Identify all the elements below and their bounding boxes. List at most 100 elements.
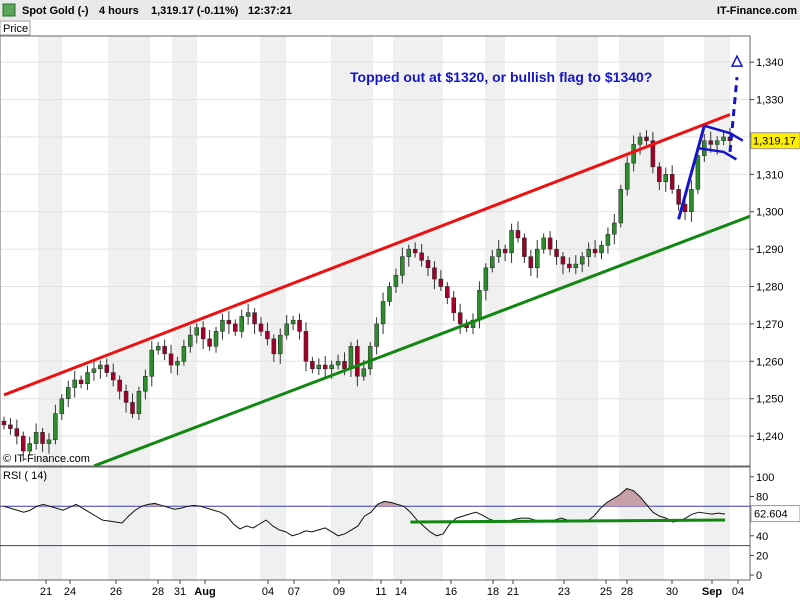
price-tick-label: 1,310 <box>756 169 784 181</box>
candle <box>483 267 489 291</box>
grid-band <box>485 467 505 580</box>
price-panel-tab[interactable] <box>0 20 31 36</box>
grid-band <box>619 467 664 580</box>
time-tick-label: 07 <box>288 586 300 598</box>
candle <box>502 248 508 254</box>
rsi-tick-label: 80 <box>756 491 768 503</box>
candle <box>689 189 694 212</box>
rsi-line-layer <box>0 488 750 547</box>
flag-lower <box>697 146 738 161</box>
rsi-tick-label: 40 <box>756 531 768 543</box>
time-tick-label: Aug <box>194 586 215 598</box>
grid-band <box>38 36 62 466</box>
candle <box>522 237 527 257</box>
candle <box>21 435 26 452</box>
time-tick-label: 26 <box>110 586 122 598</box>
time-tick-label: 30 <box>666 586 678 598</box>
candle <box>393 275 399 287</box>
candle <box>367 346 373 370</box>
candle <box>586 248 591 257</box>
price-tick-label: 1,260 <box>756 356 784 368</box>
candle <box>65 387 71 399</box>
rsi-support-line <box>410 518 726 524</box>
candle <box>573 263 579 269</box>
price-axis: 1,240 1,250 1,260 1,270 1,280 1,290 1,300 1,310… <box>750 57 800 443</box>
rsi-last-value-tag <box>750 505 800 523</box>
candle <box>438 278 444 287</box>
price-tick-label: 1,240 <box>756 431 784 443</box>
watermark: © IT-Finance.com <box>3 453 90 465</box>
candle <box>226 319 232 325</box>
candle <box>335 361 341 366</box>
price-tick-label: 1,330 <box>756 95 784 107</box>
candle <box>361 368 367 377</box>
candle <box>419 252 424 261</box>
candle <box>59 398 65 414</box>
candle <box>213 331 219 347</box>
candle <box>53 413 58 441</box>
candle <box>290 319 296 325</box>
candle <box>149 349 155 377</box>
brand: IT-Finance.com <box>717 5 797 17</box>
candle <box>278 334 283 355</box>
price-tick-label: 1,250 <box>756 394 784 406</box>
time-tick-label: 21 <box>40 586 52 598</box>
candle <box>175 361 180 366</box>
candle <box>265 331 270 340</box>
last-price-tag <box>750 132 800 150</box>
grid-band <box>172 36 197 466</box>
candle <box>432 267 437 280</box>
candle <box>33 432 39 444</box>
candle <box>117 379 122 392</box>
grid-band <box>704 467 730 580</box>
rsi-label: RSI ( 14) <box>3 470 47 482</box>
clock: 12:37:21 <box>248 5 292 17</box>
candle <box>374 323 379 347</box>
candle <box>329 364 334 370</box>
projection-dashes <box>728 76 739 153</box>
grid-band <box>556 467 598 580</box>
candle <box>650 140 656 168</box>
candle <box>612 222 617 235</box>
candle <box>400 256 405 276</box>
candle <box>618 189 624 224</box>
grid-band <box>556 36 598 466</box>
last-price-value: 1,319.17 <box>753 136 796 148</box>
grid-band <box>393 36 443 466</box>
candle <box>457 312 463 325</box>
candle <box>644 136 649 141</box>
grid-band <box>331 467 373 580</box>
candle <box>46 439 52 444</box>
time-tick-label: Sep <box>702 586 722 598</box>
annotation: Topped out at $1320, or bullish flag to … <box>350 69 652 85</box>
candle <box>27 443 32 452</box>
time-tick-label: 21 <box>507 586 519 598</box>
grid-band <box>393 467 443 580</box>
time-tick-label: 25 <box>600 586 612 598</box>
candle <box>496 248 501 257</box>
candle <box>509 230 514 254</box>
candle <box>451 297 456 313</box>
candle <box>714 140 720 145</box>
app-icon <box>2 3 16 17</box>
candle <box>695 155 701 190</box>
candle <box>425 260 431 269</box>
candle <box>85 372 90 384</box>
candle <box>721 136 726 141</box>
candle <box>342 361 347 370</box>
candle <box>168 353 174 366</box>
candle <box>599 245 604 254</box>
rsi-axis: 02040608010062.604 <box>750 472 800 582</box>
time-tick-label: 18 <box>487 586 499 598</box>
candle <box>567 263 572 269</box>
time-tick-label: 23 <box>558 586 570 598</box>
time-tick-label: 11 <box>375 586 386 598</box>
time-tick-label: 16 <box>445 586 457 598</box>
rsi-last-value: 62.604 <box>754 509 788 521</box>
candle <box>541 237 546 250</box>
grid-band <box>704 36 730 466</box>
grid-band <box>172 467 197 580</box>
grid-band <box>260 467 286 580</box>
candle <box>252 312 257 325</box>
